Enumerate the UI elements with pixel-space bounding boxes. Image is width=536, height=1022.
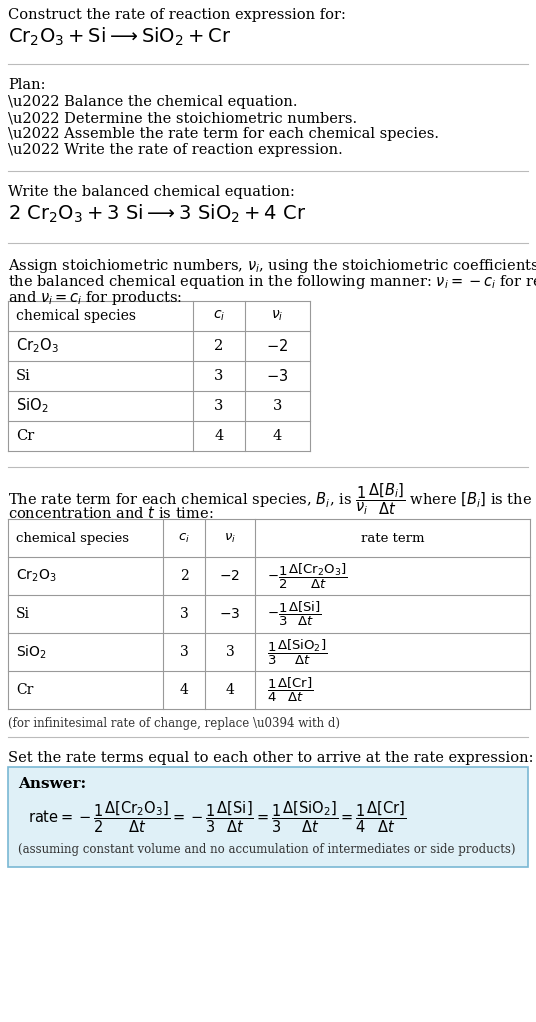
Text: 2: 2 [214,339,224,353]
Text: 3: 3 [180,607,188,621]
Text: concentration and $t$ is time:: concentration and $t$ is time: [8,505,213,521]
Text: \u2022 Assemble the rate term for each chemical species.: \u2022 Assemble the rate term for each c… [8,127,439,141]
Text: 3: 3 [214,369,224,383]
Text: 3: 3 [214,399,224,413]
Text: 4: 4 [226,683,234,697]
Text: Answer:: Answer: [18,777,86,791]
Text: \u2022 Determine the stoichiometric numbers.: \u2022 Determine the stoichiometric numb… [8,111,357,125]
Text: (assuming constant volume and no accumulation of intermediates or side products): (assuming constant volume and no accumul… [18,843,516,856]
Text: $\nu_i$: $\nu_i$ [271,309,284,323]
Text: $-\dfrac{1}{2}\dfrac{\Delta[\mathrm{Cr_2O_3}]}{\Delta t}$: $-\dfrac{1}{2}\dfrac{\Delta[\mathrm{Cr_2… [267,561,347,591]
Text: 3: 3 [180,645,188,659]
Text: $-3$: $-3$ [219,607,241,621]
Text: (for infinitesimal rate of change, replace \u0394 with d): (for infinitesimal rate of change, repla… [8,717,340,730]
Text: $\mathrm{Cr_2O_3}$: $\mathrm{Cr_2O_3}$ [16,568,57,585]
Text: 3: 3 [226,645,234,659]
Text: 4: 4 [273,429,282,443]
Text: $-3$: $-3$ [266,368,288,384]
Text: rate term: rate term [361,531,425,545]
Text: $\mathrm{2\ Cr_2O_3 + 3\ Si \longrightarrow 3\ SiO_2 + 4\ Cr}$: $\mathrm{2\ Cr_2O_3 + 3\ Si \longrightar… [8,203,306,225]
Text: the balanced chemical equation in the following manner: $\nu_i = -c_i$ for react: the balanced chemical equation in the fo… [8,273,536,291]
Text: chemical species: chemical species [16,309,136,323]
Text: Assign stoichiometric numbers, $\nu_i$, using the stoichiometric coefficients, $: Assign stoichiometric numbers, $\nu_i$, … [8,257,536,275]
Text: 4: 4 [214,429,224,443]
Text: The rate term for each chemical species, $B_i$, is $\dfrac{1}{\nu_i}\dfrac{\Delt: The rate term for each chemical species,… [8,481,536,516]
Text: Si: Si [16,369,31,383]
Text: 4: 4 [180,683,189,697]
Text: $\mathrm{Cr_2O_3 + Si \longrightarrow SiO_2 + Cr}$: $\mathrm{Cr_2O_3 + Si \longrightarrow Si… [8,26,231,48]
Text: $\dfrac{1}{4}\dfrac{\Delta[\mathrm{Cr}]}{\Delta t}$: $\dfrac{1}{4}\dfrac{\Delta[\mathrm{Cr}]}… [267,676,313,704]
Text: $c_i$: $c_i$ [178,531,190,545]
Text: $-2$: $-2$ [220,569,241,583]
Text: Cr: Cr [16,683,33,697]
Text: Plan:: Plan: [8,78,46,92]
Text: $\mathrm{SiO_2}$: $\mathrm{SiO_2}$ [16,397,48,415]
Text: \u2022 Balance the chemical equation.: \u2022 Balance the chemical equation. [8,95,297,109]
Text: Cr: Cr [16,429,34,443]
Text: $\nu_i$: $\nu_i$ [224,531,236,545]
FancyBboxPatch shape [8,766,528,867]
Text: $\mathrm{SiO_2}$: $\mathrm{SiO_2}$ [16,643,47,660]
Text: $-2$: $-2$ [266,338,288,354]
Text: Set the rate terms equal to each other to arrive at the rate expression:: Set the rate terms equal to each other t… [8,751,533,765]
Text: $\mathrm{rate} = -\dfrac{1}{2}\dfrac{\Delta[\mathrm{Cr_2O_3}]}{\Delta t} = -\dfr: $\mathrm{rate} = -\dfrac{1}{2}\dfrac{\De… [28,799,407,835]
Text: $c_i$: $c_i$ [213,309,225,323]
Text: 2: 2 [180,569,188,583]
Text: 3: 3 [273,399,282,413]
Text: Construct the rate of reaction expression for:: Construct the rate of reaction expressio… [8,8,346,22]
Text: Si: Si [16,607,30,621]
Text: and $\nu_i = c_i$ for products:: and $\nu_i = c_i$ for products: [8,289,182,307]
Text: Write the balanced chemical equation:: Write the balanced chemical equation: [8,185,295,199]
Text: $\dfrac{1}{3}\dfrac{\Delta[\mathrm{SiO_2}]}{\Delta t}$: $\dfrac{1}{3}\dfrac{\Delta[\mathrm{SiO_2… [267,638,327,666]
Text: $-\dfrac{1}{3}\dfrac{\Delta[\mathrm{Si}]}{\Delta t}$: $-\dfrac{1}{3}\dfrac{\Delta[\mathrm{Si}]… [267,600,322,629]
Text: $\mathrm{Cr_2O_3}$: $\mathrm{Cr_2O_3}$ [16,336,58,356]
Text: \u2022 Write the rate of reaction expression.: \u2022 Write the rate of reaction expres… [8,143,343,157]
Text: chemical species: chemical species [16,531,129,545]
